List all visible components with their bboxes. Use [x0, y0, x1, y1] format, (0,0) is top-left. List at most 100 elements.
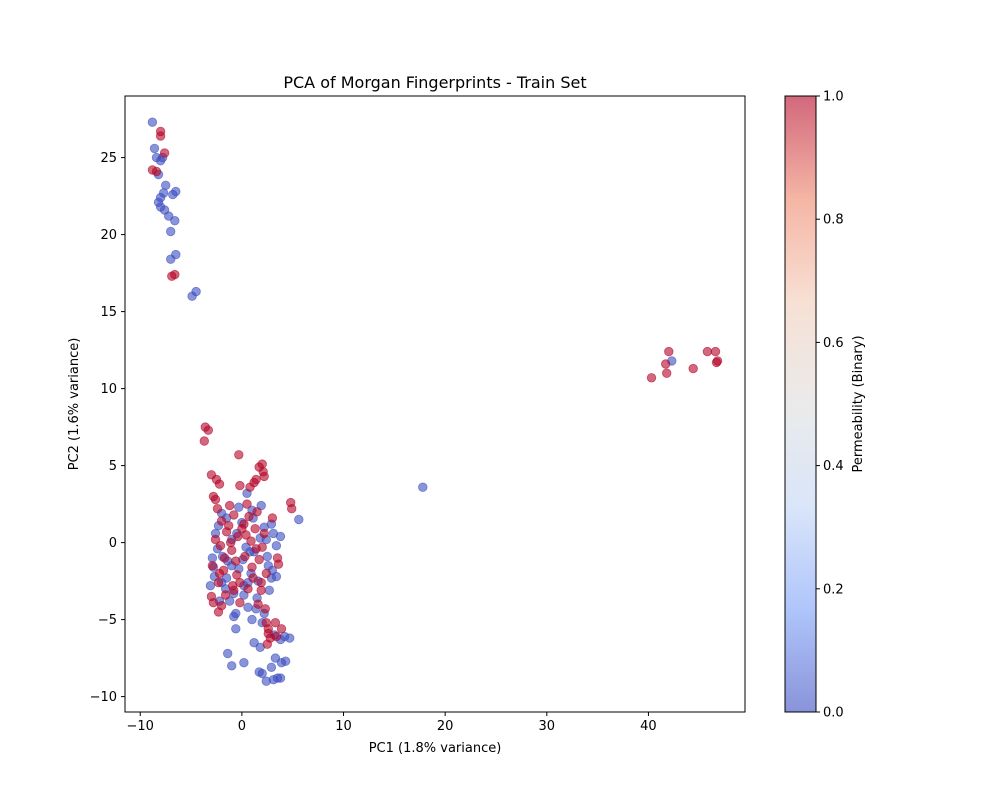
- y-tick-label: −10: [90, 690, 117, 705]
- scatter-point: [149, 143, 160, 154]
- scatter-point: [251, 544, 261, 554]
- x-tick-label: 20: [437, 719, 454, 734]
- scatter-point: [223, 521, 234, 531]
- scatter-point: [234, 502, 244, 512]
- scatter-point: [257, 668, 267, 679]
- scatter-point: [263, 561, 274, 571]
- scatter-point: [253, 599, 263, 609]
- scatter-point: [231, 624, 241, 634]
- scatter-point: [155, 131, 166, 141]
- colorbar-tick-label: 0.0: [823, 706, 844, 721]
- scatter-point: [207, 561, 218, 571]
- colorbar-tick-label: 0.4: [823, 459, 844, 474]
- scatter-point: [242, 499, 252, 509]
- scatter-point: [225, 537, 236, 548]
- scatter-point: [661, 359, 671, 369]
- scatter-point: [245, 482, 255, 492]
- scatter-point: [159, 148, 170, 158]
- scatter-point: [222, 648, 233, 659]
- colorbar-tick-label: 0.8: [823, 213, 844, 228]
- scatter-point: [259, 528, 269, 539]
- scatter-point: [235, 577, 245, 588]
- scatter-point: [267, 513, 278, 523]
- scatter-point: [235, 598, 245, 608]
- scatter-point: [213, 577, 224, 588]
- scatter-point: [275, 673, 286, 683]
- scatter-point: [229, 510, 239, 520]
- scatter-point: [252, 507, 262, 517]
- colorbar-label: Permeability (Binary): [851, 335, 866, 472]
- scatter-point: [285, 633, 295, 643]
- x-tick-label: −10: [127, 719, 154, 734]
- scatter-point: [226, 661, 237, 671]
- scatter-point: [220, 590, 231, 600]
- scatter-point: [266, 662, 277, 673]
- scatter-point: [208, 598, 219, 608]
- scatter-point: [256, 577, 266, 588]
- scatter-point: [273, 559, 284, 569]
- colorbar-tick-label: 0.2: [823, 582, 844, 597]
- colorbar: [785, 96, 816, 712]
- plot-frame: [124, 95, 746, 713]
- x-tick-label: 30: [539, 719, 556, 734]
- scatter-point: [214, 568, 225, 579]
- scatter-point: [270, 618, 281, 628]
- colorbar-tick-label: 0.6: [823, 336, 844, 351]
- scatter-point: [210, 494, 221, 505]
- scatter-point: [264, 585, 275, 596]
- scatter-point: [246, 536, 256, 546]
- scatter-point: [214, 479, 225, 489]
- x-tick-label: 10: [335, 719, 352, 734]
- scatter-point: [160, 180, 171, 191]
- scatter-point: [165, 254, 176, 264]
- scatter-point: [711, 357, 722, 368]
- scatter-point: [280, 656, 291, 666]
- y-tick-label: 25: [100, 151, 117, 166]
- scatter-point: [247, 614, 257, 625]
- scatter-point: [254, 554, 264, 565]
- scatter-point: [418, 482, 428, 492]
- scatter-point: [165, 226, 176, 237]
- scatter-point: [664, 346, 674, 357]
- scatter-point: [271, 541, 282, 551]
- scatter-point: [287, 504, 297, 514]
- scatter-point: [158, 188, 169, 198]
- scatter-point: [243, 584, 253, 594]
- scatter-point: [229, 611, 239, 622]
- scatter-point: [187, 291, 197, 301]
- scatter-point: [170, 215, 180, 226]
- scatter-point: [268, 528, 279, 539]
- scatter-point: [262, 551, 273, 562]
- scatter-point: [213, 607, 224, 617]
- scatter-point: [151, 166, 162, 177]
- scatter-point: [203, 425, 214, 435]
- scatter-point: [219, 553, 230, 563]
- scatter-point: [205, 581, 216, 591]
- scatter-point: [215, 541, 226, 551]
- scatter-point: [226, 545, 237, 556]
- scatter-point: [210, 534, 221, 545]
- colorbar-axis: 0.0 0.2 0.4 0.6 0.8 1.0: [816, 90, 844, 721]
- x-axis-label: PC1 (1.8% variance): [369, 741, 502, 756]
- scatter-point: [262, 639, 273, 649]
- scatter-point: [168, 189, 178, 200]
- colorbar-tick-label: 1.0: [823, 90, 844, 105]
- y-tick-label: 15: [100, 305, 117, 320]
- scatter-point: [231, 556, 241, 566]
- y-axis-label: PC2 (1.6% variance): [67, 338, 82, 471]
- scatter-point: [248, 573, 258, 583]
- scatter-point: [233, 531, 243, 542]
- scatter-point: [199, 436, 210, 446]
- scatter-point: [710, 346, 721, 357]
- x-tick-label: 40: [640, 719, 657, 734]
- scatter-point: [239, 658, 249, 668]
- scatter-point: [276, 624, 287, 634]
- x-tick-label: 0: [238, 719, 246, 734]
- scatter-point: [167, 271, 177, 281]
- scatter-point: [235, 480, 245, 491]
- scatter-point: [240, 551, 250, 562]
- scatter-point: [261, 568, 272, 579]
- scatter-point: [212, 504, 223, 514]
- scatter-point: [216, 516, 227, 526]
